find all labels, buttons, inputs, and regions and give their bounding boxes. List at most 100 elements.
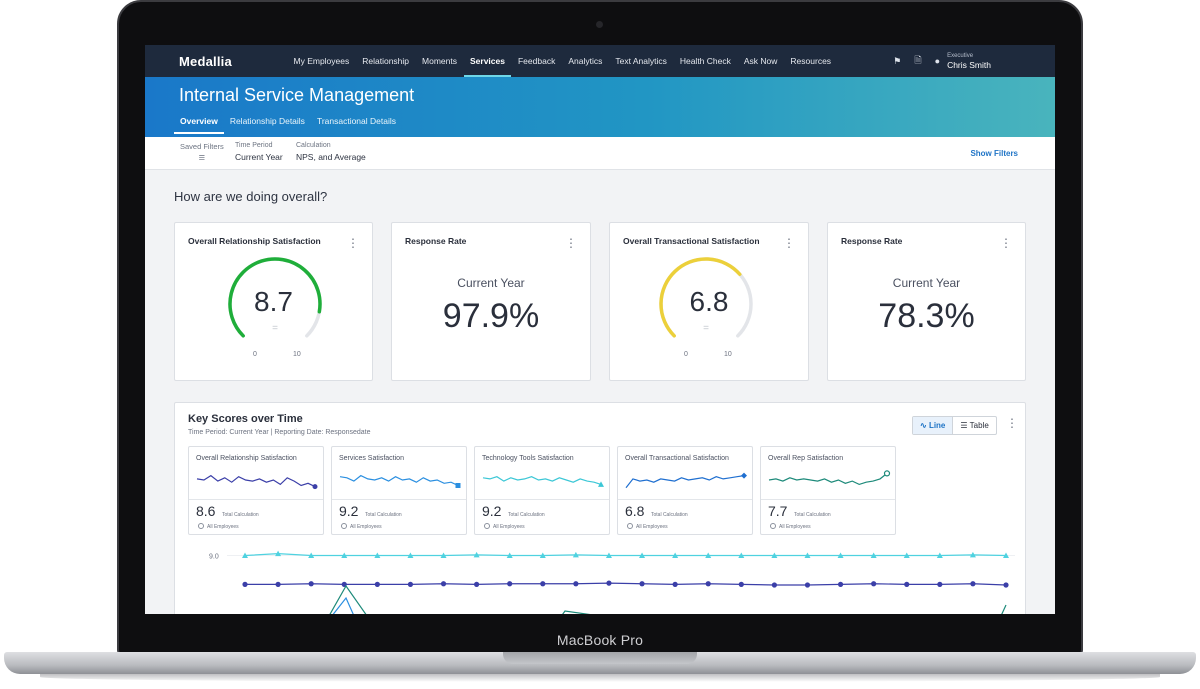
table-icon: ☰ <box>960 421 970 430</box>
sparkline-path <box>625 475 745 489</box>
view-toggle: ∿ Line ☰ Table <box>912 416 997 435</box>
user-info: Executive Chris Smith <box>947 52 991 70</box>
line-view-button[interactable]: ∿ Line <box>913 417 954 434</box>
kpi-value: 6.8 <box>689 286 729 317</box>
mini-card-divider <box>189 499 323 500</box>
user-role: Executive <box>947 53 974 59</box>
saved-filters-label: Saved Filters <box>180 142 224 151</box>
gauge-min: 0 <box>253 351 257 358</box>
nav-item-feedback[interactable]: Feedback <box>517 56 556 66</box>
data-point <box>1003 582 1009 588</box>
kpi-title: Overall Transactional Satisfaction <box>623 236 760 246</box>
mini-card-title: Technology Tools Satisfaction <box>482 455 574 462</box>
kpi-card-relationship: Overall Relationship Satisfaction ⋮ = 8.… <box>174 222 373 381</box>
sliders-icon: ≡ <box>198 152 206 164</box>
key-scores-title: Key Scores over Time <box>188 413 303 425</box>
equals-icon: = <box>703 323 709 334</box>
data-point <box>242 552 248 559</box>
sparkline <box>768 470 891 486</box>
data-point <box>407 552 414 559</box>
nav-item-ask-now[interactable]: Ask Now <box>743 56 778 66</box>
table-view-label: Table <box>969 421 989 430</box>
camera-icon <box>596 21 603 28</box>
nav-item-services[interactable]: Services <box>463 45 512 77</box>
kpi-value: 97.9% <box>442 297 540 335</box>
data-point <box>937 581 943 587</box>
user-icon: ● <box>934 56 941 66</box>
mini-card-value: 8.6 <box>196 503 216 519</box>
kpi-value: 78.3% <box>878 297 975 335</box>
sparkline-path <box>482 476 602 485</box>
nav-item-relationship[interactable]: Relationship <box>362 56 410 66</box>
gauge-chart: = <box>228 257 322 338</box>
page-header: Internal Service Management Overview Rela… <box>145 77 1055 137</box>
data-point <box>507 581 513 587</box>
data-point <box>870 552 877 559</box>
mini-score-card[interactable]: Overall Rep Satisfaction 7.7 Total Calcula… <box>760 446 896 535</box>
nav-item-analytics[interactable]: Analytics <box>568 56 603 66</box>
logo[interactable]: Medallia <box>179 53 232 69</box>
series-line-partial <box>329 584 1007 614</box>
nav-item-resources[interactable]: Resources <box>790 56 832 66</box>
document-icon[interactable]: 🗎 <box>914 55 922 65</box>
equals-icon: = <box>272 323 278 334</box>
data-point <box>738 581 744 587</box>
mini-score-card[interactable]: Overall Transactional Satisfaction 6.8 Tot… <box>617 446 753 535</box>
kebab-menu-icon[interactable]: ⋮ <box>783 236 795 250</box>
mini-score-card[interactable]: Services Satisfaction 9.2 Total Calculatio… <box>331 446 467 535</box>
nav-item-moments[interactable]: Moments <box>422 56 457 66</box>
data-point <box>804 552 811 559</box>
data-point <box>672 581 678 587</box>
sparkline-end-marker <box>455 483 461 488</box>
page-title: Internal Service Management <box>179 85 415 105</box>
mini-score-card[interactable]: Overall Relationship Satisfaction 8.6 Tota… <box>188 446 324 535</box>
tab-overview[interactable]: Overview <box>174 114 224 134</box>
gauge-chart: = <box>659 257 753 338</box>
user-menu[interactable]: ● Executive Chris Smith <box>935 52 991 70</box>
gauge-min: 0 <box>684 351 688 358</box>
bookmark-icon[interactable]: ⚑ <box>893 55 902 66</box>
kebab-menu-icon[interactable]: ⋮ <box>565 236 577 250</box>
data-point <box>705 552 712 559</box>
kebab-menu-icon[interactable]: ⋮ <box>347 236 359 250</box>
calculation-label: Calculation <box>296 142 331 149</box>
mini-card-scope: All Employees <box>198 523 239 530</box>
data-point <box>936 552 943 559</box>
mini-card-scope: All Employees <box>770 523 811 530</box>
laptop-shadow <box>40 672 1160 682</box>
data-point <box>771 582 777 588</box>
key-scores-card: Key Scores over Time Time Period: Curren… <box>174 402 1026 614</box>
data-point <box>539 552 546 559</box>
mini-card-title: Overall Transactional Satisfaction <box>625 455 729 462</box>
kebab-menu-icon[interactable]: ⋮ <box>1006 416 1018 430</box>
saved-filters-button[interactable]: Saved Filters ≡ <box>180 142 224 164</box>
gauge-max: 10 <box>293 351 301 358</box>
tab-relationship-details[interactable]: Relationship Details <box>229 116 305 126</box>
nav-item-my-employees[interactable]: My Employees <box>293 56 350 66</box>
kpi-title: Response Rate <box>405 236 467 246</box>
calculation-value: NPS, and Average <box>296 152 366 162</box>
mini-score-card[interactable]: Technology Tools Satisfaction 9.2 Total Ca… <box>474 446 610 535</box>
show-filters-link[interactable]: Show Filters <box>970 149 1018 158</box>
sparkline <box>339 474 461 488</box>
data-point <box>639 552 646 559</box>
kebab-menu-icon[interactable]: ⋮ <box>1000 236 1012 250</box>
table-view-button[interactable]: ☰ Table <box>953 417 995 434</box>
tab-transactional-details[interactable]: Transactional Details <box>316 116 396 126</box>
calculation-filter[interactable]: Calculation NPS, and Average <box>296 142 366 162</box>
kpi-period-label: Current Year <box>457 276 525 290</box>
gauge-fill <box>659 257 742 338</box>
time-period-filter[interactable]: Time Period Current Year <box>235 142 283 162</box>
mini-card-calc-label: Total Calculation <box>365 512 402 518</box>
mini-card-calc-label: Total Calculation <box>222 512 259 518</box>
nav-item-health-check[interactable]: Health Check <box>679 56 731 66</box>
nav-item-text-analytics[interactable]: Text Analytics <box>615 56 667 66</box>
device-label: MacBook Pro <box>556 632 644 648</box>
data-point <box>308 552 315 559</box>
data-point <box>605 552 612 559</box>
series-line <box>245 582 1007 586</box>
kpi-title: Response Rate <box>841 236 903 246</box>
mini-card-title: Overall Rep Satisfaction <box>768 455 844 462</box>
mini-card-divider <box>618 499 752 500</box>
sparkline-end-marker <box>312 484 318 490</box>
